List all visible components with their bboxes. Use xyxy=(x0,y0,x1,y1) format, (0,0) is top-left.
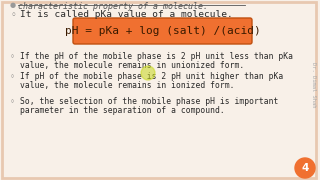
Text: pH = pKa + log (salt) /(acid): pH = pKa + log (salt) /(acid) xyxy=(65,26,260,36)
FancyBboxPatch shape xyxy=(73,18,252,44)
Text: Dr. Dimal Shah: Dr. Dimal Shah xyxy=(310,62,316,108)
Text: ◦: ◦ xyxy=(10,52,15,61)
Text: characteristic property of a molecule.: characteristic property of a molecule. xyxy=(18,2,208,11)
Text: ◦: ◦ xyxy=(10,72,15,81)
Text: parameter in the separation of a compound.: parameter in the separation of a compoun… xyxy=(20,106,225,115)
Text: So, the selection of the mobile phase pH is important: So, the selection of the mobile phase pH… xyxy=(20,97,278,106)
Text: If pH of the mobile phase is 2 pH unit higher than pKa: If pH of the mobile phase is 2 pH unit h… xyxy=(20,72,283,81)
Text: It is called pKa value of a molecule.: It is called pKa value of a molecule. xyxy=(20,10,233,19)
Circle shape xyxy=(295,158,315,178)
Text: value, the molecule remains in ionized form.: value, the molecule remains in ionized f… xyxy=(20,81,235,90)
Text: ◦: ◦ xyxy=(10,10,16,20)
Text: ●: ● xyxy=(10,2,16,8)
Text: value, the molecule remains in unionized form.: value, the molecule remains in unionized… xyxy=(20,61,244,70)
Text: If the pH of the mobile phase is 2 pH unit less than pKa: If the pH of the mobile phase is 2 pH un… xyxy=(20,52,293,61)
Text: 4: 4 xyxy=(301,163,309,173)
Circle shape xyxy=(141,66,155,80)
Text: ◦: ◦ xyxy=(10,97,15,106)
